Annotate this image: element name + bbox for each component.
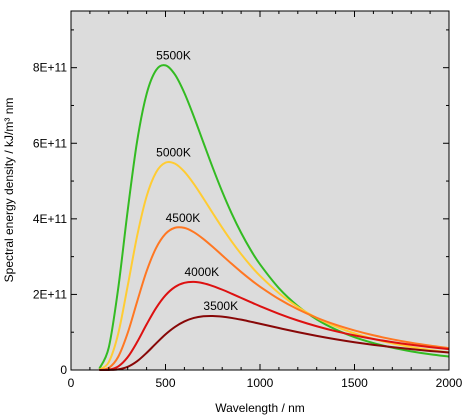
y-axis: 0 2E+11 4E+11 6E+11 8E+11: [33, 29, 449, 377]
series-label-bg-5000k: [153, 145, 194, 160]
x-tick-label: 1000: [247, 376, 274, 390]
series-line-3500k: [99, 314, 450, 372]
series-label-bg-3500k: [200, 298, 241, 313]
series-line-4500k: [99, 226, 450, 371]
y-axis-title: Spectral energy density / kJ/m³ nm: [2, 98, 16, 283]
series-label-5000k: 5000K: [156, 146, 191, 160]
plot-area: [71, 11, 449, 370]
x-axis-title: Wavelength / nm: [215, 401, 305, 415]
curves: [98, 64, 450, 372]
x-tick-label: 0: [68, 376, 75, 390]
series-label-bg-4000k: [181, 264, 222, 279]
y-tick-label: 8E+11: [33, 61, 67, 75]
series-label-4000k: 4000K: [184, 265, 219, 279]
y-tick-label: 2E+11: [33, 287, 67, 301]
y-tick-label: 0: [60, 363, 67, 377]
curve-labels: 5500K 5000K 4500K 4000K 3500K: [153, 48, 241, 313]
series-label-3500k: 3500K: [203, 299, 238, 313]
series-label-4500k: 4500K: [166, 211, 201, 225]
x-tick-label: 2000: [436, 376, 463, 390]
series-label-bg-5500k: [153, 48, 194, 63]
y-tick-label: 6E+11: [33, 136, 67, 150]
series-label-bg-4500k: [162, 210, 203, 225]
series-label-5500k: 5500K: [156, 48, 191, 62]
y-tick-label: 4E+11: [33, 212, 67, 226]
series-line-4000k: [99, 280, 450, 372]
x-tick-label: 1500: [341, 376, 368, 390]
series-line-5500k: [98, 64, 450, 370]
x-tick-label: 500: [155, 376, 175, 390]
x-axis: 0 500 1000 1500 2000: [68, 11, 463, 390]
